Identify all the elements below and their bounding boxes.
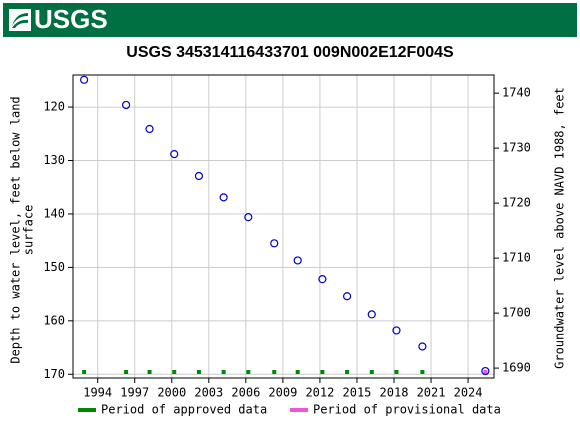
- period-marker: [221, 370, 226, 374]
- y-tick-label: 160: [43, 313, 65, 327]
- period-marker: [320, 370, 325, 374]
- y-tick-label: 150: [43, 260, 65, 274]
- y-axis-label: Depth to water level, feet below land: [9, 96, 23, 363]
- data-point: [270, 239, 279, 248]
- data-point: [481, 366, 490, 376]
- x-tick-label: 2021: [417, 386, 446, 400]
- period-marker: [82, 370, 87, 374]
- data-point: [121, 100, 131, 110]
- period-marker: [420, 370, 425, 374]
- period-marker: [172, 370, 177, 374]
- y-axis-label: surface: [22, 205, 36, 256]
- x-tick-label: 2006: [231, 386, 260, 400]
- y-tick-label: 120: [43, 100, 65, 114]
- y2-tick-label: 1690: [502, 361, 531, 375]
- y2-tick-label: 1720: [502, 196, 531, 210]
- y-tick-label: 130: [43, 153, 65, 167]
- period-marker: [124, 370, 129, 374]
- x-tick-label: 1997: [120, 386, 149, 400]
- data-point: [194, 171, 204, 181]
- period-marker: [394, 370, 399, 374]
- x-tick-label: 2003: [194, 386, 223, 400]
- data-point: [145, 124, 154, 134]
- x-tick-label: 2012: [305, 386, 334, 400]
- data-point: [219, 193, 228, 202]
- data-point: [244, 213, 253, 222]
- period-marker: [147, 370, 152, 374]
- plot-frame: [72, 74, 495, 379]
- period-marker: [295, 370, 300, 374]
- data-point: [392, 326, 401, 335]
- y-tick-label: 140: [43, 206, 65, 220]
- x-tick-label: 2009: [268, 386, 297, 400]
- header-bar: [3, 3, 577, 37]
- y2-tick-label: 1730: [502, 141, 531, 155]
- data-point: [80, 75, 89, 84]
- period-marker: [369, 370, 374, 374]
- x-tick-label: 1994: [83, 386, 112, 400]
- legend-label: Period of approved data: [101, 403, 267, 417]
- legend-label: Period of provisional data: [313, 403, 501, 417]
- data-point: [170, 149, 179, 159]
- period-marker: [196, 370, 201, 374]
- logo-icon: [9, 9, 31, 31]
- data-point: [418, 342, 427, 351]
- period-marker: [483, 370, 488, 374]
- logo-text: USGS: [34, 4, 108, 34]
- x-tick-label: 2024: [454, 386, 483, 400]
- x-tick-label: 2015: [343, 386, 372, 400]
- y2-tick-label: 1740: [502, 86, 531, 100]
- y2-tick-label: 1700: [502, 306, 531, 320]
- data-point: [318, 275, 327, 284]
- y2-tick-label: 1710: [502, 251, 531, 265]
- data-point: [342, 292, 352, 301]
- chart-title: USGS 345314116433701 009N002E12F004S: [126, 44, 454, 61]
- data-point: [367, 310, 376, 319]
- period-marker: [272, 370, 277, 374]
- x-tick-label: 2018: [380, 386, 409, 400]
- data-point: [293, 256, 302, 265]
- y-tick-label: 170: [43, 367, 65, 381]
- period-marker: [246, 370, 251, 374]
- y2-axis-label: Groundwater level above NAVD 1988, feet: [553, 87, 567, 369]
- x-tick-label: 2000: [157, 386, 186, 400]
- period-marker: [345, 370, 350, 374]
